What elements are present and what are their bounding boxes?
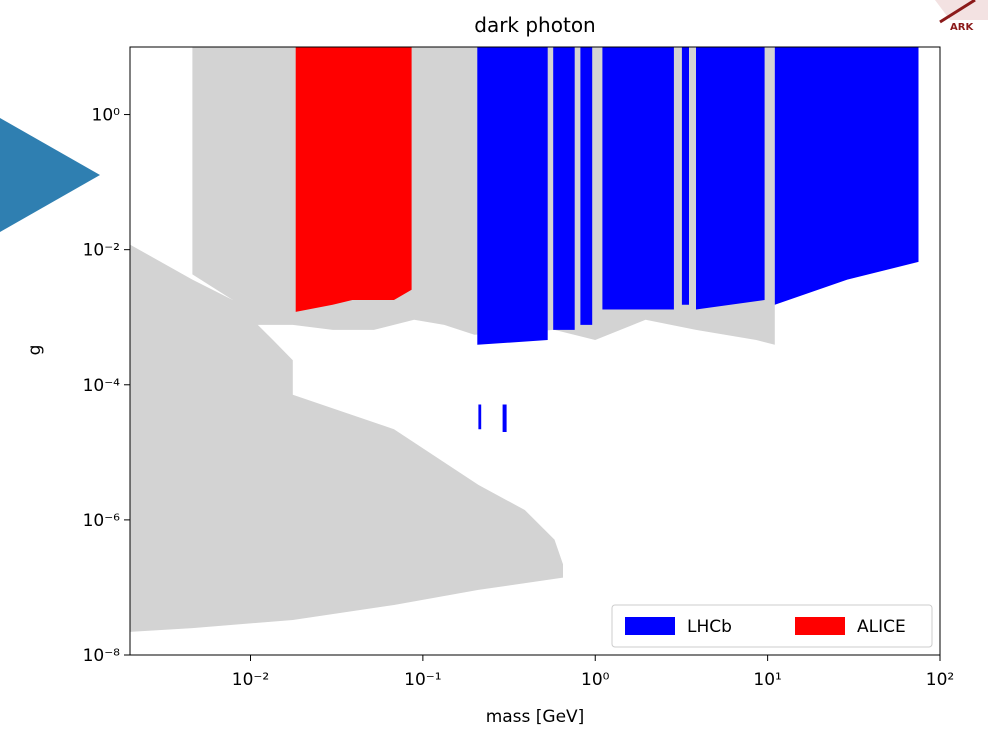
region	[130, 47, 775, 632]
region	[295, 47, 412, 312]
logo-text: ARK	[950, 22, 974, 33]
plot-frame	[129, 46, 941, 656]
y-tick-label: 10⁻⁸	[83, 646, 121, 666]
x-tick-label: 10¹	[753, 670, 781, 690]
y-tick-label: 10⁻²	[83, 241, 120, 261]
x-tick-label: 10²	[926, 670, 954, 690]
y-tick-label: 10⁰	[92, 106, 121, 126]
x-tick-label: 10⁻¹	[404, 670, 441, 690]
y-axis-label: g	[25, 345, 45, 356]
y-tick-label: 10⁻⁴	[83, 376, 121, 396]
x-tick-label: 10⁰	[581, 670, 610, 690]
x-axis-label: mass [GeV]	[486, 707, 585, 727]
legend-swatch	[625, 617, 675, 635]
legend-label: LHCb	[687, 617, 732, 637]
plot-area	[130, 47, 919, 632]
logo: ARK	[935, 0, 988, 33]
decor-triangle	[0, 118, 100, 232]
legend-swatch	[795, 617, 845, 635]
logo-stroke	[939, 0, 976, 24]
y-tick-label: 10⁻⁶	[83, 511, 121, 531]
region	[477, 47, 919, 432]
chart-title: dark photon	[474, 13, 595, 37]
legend-label: ALICE	[857, 617, 906, 637]
x-tick-label: 10⁻²	[232, 670, 269, 690]
legend-box	[611, 604, 933, 648]
